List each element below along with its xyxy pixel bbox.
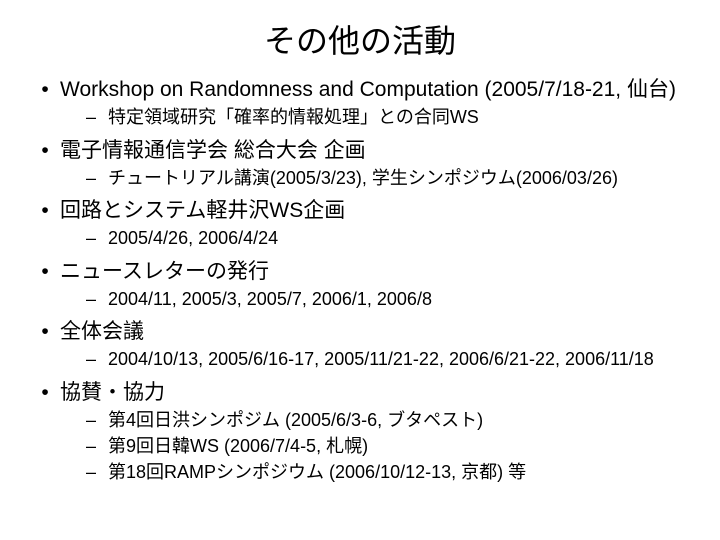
bullet-icon: • <box>30 318 60 346</box>
list-item-text: ニュースレターの発行 <box>60 258 269 286</box>
list-item: • 電子情報通信学会 総合大会 企画 – チュートリアル講演(2005/3/23… <box>30 137 690 192</box>
list-item-text: 協賛・協力 <box>60 379 165 407</box>
dash-icon: – <box>86 460 108 485</box>
sub-list-item: – 第4回日洪シンポジム (2005/6/3-6, ブタペスト) <box>86 408 690 433</box>
sub-list-item-text: 第18回RAMPシンポジウム (2006/10/12-13, 京都) 等 <box>108 460 526 485</box>
list-item-text: 回路とシステム軽井沢WS企画 <box>60 197 345 225</box>
sub-list-item: – 2004/10/13, 2005/6/16-17, 2005/11/21-2… <box>86 347 690 372</box>
sub-list-item-text: 第4回日洪シンポジム (2005/6/3-6, ブタペスト) <box>108 408 483 433</box>
dash-icon: – <box>86 105 108 130</box>
content-list: • Workshop on Randomness and Computation… <box>30 76 690 486</box>
sub-list-item: – 第18回RAMPシンポジウム (2006/10/12-13, 京都) 等 <box>86 460 690 485</box>
sub-list-item: – 特定領域研究「確率的情報処理」との合同WS <box>86 105 690 130</box>
sub-list-item: – 2004/11, 2005/3, 2005/7, 2006/1, 2006/… <box>86 287 690 312</box>
dash-icon: – <box>86 166 108 191</box>
sub-list-item: – 第9回日韓WS (2006/7/4-5, 札幌) <box>86 434 690 459</box>
sub-list: – 2004/10/13, 2005/6/16-17, 2005/11/21-2… <box>30 347 690 372</box>
bullet-icon: • <box>30 197 60 225</box>
list-item: • 全体会議 – 2004/10/13, 2005/6/16-17, 2005/… <box>30 318 690 373</box>
sub-list: – 特定領域研究「確率的情報処理」との合同WS <box>30 105 690 130</box>
dash-icon: – <box>86 434 108 459</box>
sub-list: – 2005/4/26, 2006/4/24 <box>30 226 690 251</box>
list-item-text: 電子情報通信学会 総合大会 企画 <box>60 137 366 165</box>
list-item: • 協賛・協力 – 第4回日洪シンポジム (2005/6/3-6, ブタペスト)… <box>30 379 690 486</box>
dash-icon: – <box>86 408 108 433</box>
dash-icon: – <box>86 226 108 251</box>
sub-list-item-text: 特定領域研究「確率的情報処理」との合同WS <box>108 105 479 130</box>
dash-icon: – <box>86 347 108 372</box>
sub-list: – チュートリアル講演(2005/3/23), 学生シンポジウム(2006/03… <box>30 166 690 191</box>
sub-list-item-text: 2004/10/13, 2005/6/16-17, 2005/11/21-22,… <box>108 347 654 372</box>
sub-list-item-text: 第9回日韓WS (2006/7/4-5, 札幌) <box>108 434 368 459</box>
slide-title: その他の活動 <box>30 16 690 62</box>
sub-list-item-text: 2004/11, 2005/3, 2005/7, 2006/1, 2006/8 <box>108 287 432 312</box>
list-item-text: Workshop on Randomness and Computation (… <box>60 76 676 104</box>
bullet-icon: • <box>30 137 60 165</box>
slide: その他の活動 • Workshop on Randomness and Comp… <box>0 0 720 540</box>
list-item: • ニュースレターの発行 – 2004/11, 2005/3, 2005/7, … <box>30 258 690 313</box>
sub-list-item-text: 2005/4/26, 2006/4/24 <box>108 226 278 251</box>
dash-icon: – <box>86 287 108 312</box>
sub-list: – 2004/11, 2005/3, 2005/7, 2006/1, 2006/… <box>30 287 690 312</box>
list-item: • 回路とシステム軽井沢WS企画 – 2005/4/26, 2006/4/24 <box>30 197 690 252</box>
list-item-text: 全体会議 <box>60 318 144 346</box>
sub-list: – 第4回日洪シンポジム (2005/6/3-6, ブタペスト) – 第9回日韓… <box>30 408 690 486</box>
sub-list-item: – 2005/4/26, 2006/4/24 <box>86 226 690 251</box>
list-item: • Workshop on Randomness and Computation… <box>30 76 690 131</box>
sub-list-item: – チュートリアル講演(2005/3/23), 学生シンポジウム(2006/03… <box>86 166 690 191</box>
bullet-icon: • <box>30 258 60 286</box>
bullet-icon: • <box>30 379 60 407</box>
sub-list-item-text: チュートリアル講演(2005/3/23), 学生シンポジウム(2006/03/2… <box>108 166 618 191</box>
bullet-icon: • <box>30 76 60 104</box>
